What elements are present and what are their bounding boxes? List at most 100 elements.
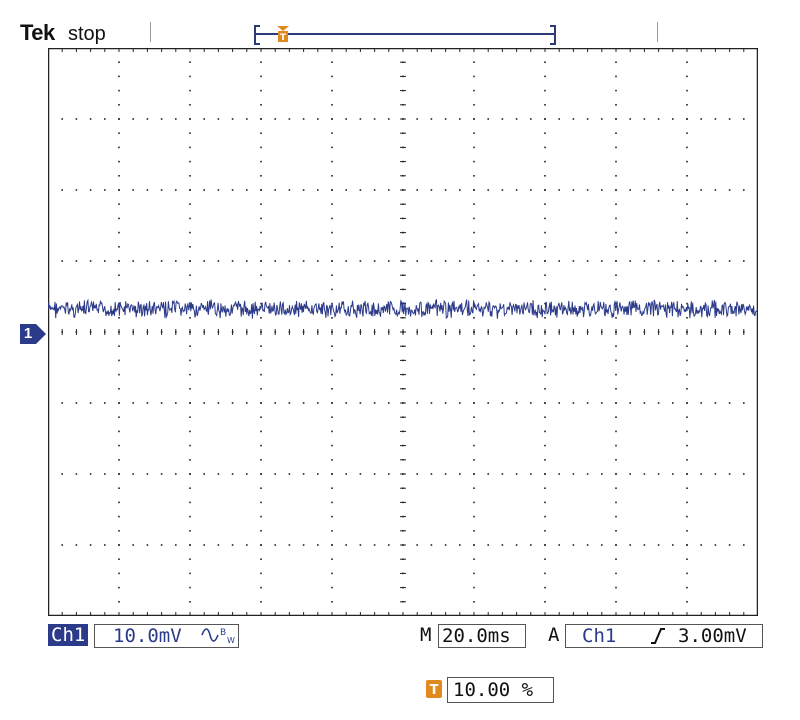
grid-dot bbox=[558, 189, 560, 191]
grid-dot bbox=[686, 572, 688, 575]
grid-dot bbox=[274, 118, 276, 120]
grid-dot bbox=[544, 89, 546, 92]
ch1-tag[interactable]: Ch1 bbox=[48, 624, 89, 646]
grid-dot bbox=[118, 274, 120, 276]
grid-dot bbox=[189, 515, 191, 518]
grid-dot bbox=[615, 558, 617, 560]
grid-dot bbox=[331, 501, 333, 504]
grid-dot bbox=[203, 473, 205, 475]
trigger-readout[interactable]: Ch1 3.00mV bbox=[565, 624, 763, 648]
grid-dot bbox=[629, 402, 631, 404]
grid-dot bbox=[260, 175, 262, 177]
grid-dot bbox=[686, 515, 688, 518]
ch1-ground-marker[interactable]: 1 bbox=[20, 324, 50, 344]
grid-dot bbox=[544, 75, 546, 78]
grid-dot bbox=[686, 317, 688, 319]
trigger-level: 3.00mV bbox=[678, 625, 747, 647]
grid-dot bbox=[302, 260, 305, 262]
grid-dot bbox=[359, 402, 362, 404]
grid-dot bbox=[544, 373, 546, 376]
grid-dot bbox=[416, 118, 418, 120]
timebase-readout[interactable]: 20.0ms bbox=[438, 624, 526, 648]
grid-dot bbox=[118, 288, 120, 291]
grid-dot bbox=[118, 601, 120, 603]
grid-dot bbox=[686, 274, 688, 276]
grid-dot bbox=[118, 104, 120, 106]
grid-dot bbox=[189, 189, 191, 191]
record-view-bar[interactable]: T bbox=[254, 22, 556, 45]
svg-text:T: T bbox=[280, 33, 287, 42]
grid-dot bbox=[175, 189, 177, 191]
grid-dot bbox=[586, 260, 589, 262]
grid-dot bbox=[132, 402, 134, 404]
trigger-position-readout[interactable]: 10.00 % bbox=[447, 677, 554, 703]
grid-dot bbox=[331, 75, 333, 78]
grid-dot bbox=[118, 515, 120, 518]
trigger-position-value: 10.00 % bbox=[453, 679, 534, 701]
grid-dot bbox=[388, 402, 390, 404]
grid-dot bbox=[331, 345, 333, 347]
grid-dot bbox=[317, 473, 319, 475]
grid-dot bbox=[331, 260, 333, 262]
grid-dot bbox=[686, 132, 688, 134]
grid-dot bbox=[615, 146, 617, 149]
grid-dot bbox=[118, 530, 120, 532]
grid-dot bbox=[146, 260, 149, 262]
grid-dot bbox=[558, 473, 560, 475]
grid-dot bbox=[345, 260, 347, 262]
grid-dot bbox=[331, 430, 333, 433]
grid-dot bbox=[118, 586, 120, 589]
grid-dot bbox=[118, 388, 120, 390]
grid-dot bbox=[615, 61, 617, 63]
grid-dot bbox=[686, 189, 688, 191]
grid-dot bbox=[700, 118, 702, 120]
grid-dot bbox=[686, 459, 688, 461]
grid-dot bbox=[473, 444, 475, 447]
grid-dot bbox=[388, 189, 390, 191]
grid-dot bbox=[473, 459, 475, 461]
grid-dot bbox=[189, 586, 191, 589]
grid-dot bbox=[189, 118, 191, 120]
grid-dot bbox=[743, 544, 745, 546]
grid-dot bbox=[104, 544, 106, 546]
grid-dot bbox=[345, 189, 347, 191]
grid-dot bbox=[615, 302, 617, 305]
grid-dot bbox=[515, 473, 518, 475]
grid-dot bbox=[260, 558, 262, 560]
grid-dot bbox=[75, 544, 78, 546]
grid-dot bbox=[430, 544, 433, 546]
grid-dot bbox=[686, 175, 688, 177]
record-bracket-right bbox=[550, 25, 556, 45]
grid-dot bbox=[331, 601, 333, 603]
grid-dot bbox=[246, 118, 248, 120]
grid-dot bbox=[189, 402, 191, 404]
grid-dot bbox=[743, 260, 745, 262]
grid-dot bbox=[317, 189, 319, 191]
ch1-scale-readout[interactable]: 10.0mV bbox=[94, 624, 239, 648]
grid-dot bbox=[615, 345, 617, 347]
grid-dot bbox=[515, 544, 518, 546]
grid-dot bbox=[558, 402, 560, 404]
grid-dot bbox=[331, 558, 333, 560]
graticule-grid bbox=[48, 48, 745, 616]
grid-dot bbox=[728, 473, 731, 475]
grid-dot bbox=[274, 473, 276, 475]
grid-dot bbox=[544, 189, 546, 191]
grid-dot bbox=[118, 260, 120, 262]
grid-dot bbox=[331, 118, 333, 120]
grid-dot bbox=[260, 146, 262, 149]
grid-dot bbox=[331, 175, 333, 177]
grid-dot bbox=[544, 601, 546, 603]
grid-dot bbox=[189, 444, 191, 447]
grid-dot bbox=[728, 260, 731, 262]
grid-dot bbox=[317, 544, 319, 546]
grid-dot bbox=[331, 416, 333, 418]
grid-dot bbox=[260, 288, 262, 291]
grid-dot bbox=[473, 175, 475, 177]
grid-dot bbox=[615, 515, 617, 518]
grid-dot bbox=[686, 260, 688, 262]
grid-dot bbox=[501, 260, 504, 262]
grid-dot bbox=[160, 189, 163, 191]
grid-dot bbox=[416, 260, 418, 262]
grid-dot bbox=[572, 544, 575, 546]
